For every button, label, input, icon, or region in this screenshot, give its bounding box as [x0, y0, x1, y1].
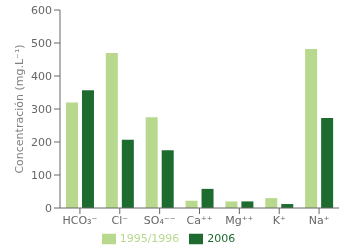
svg-text:Mg⁺⁺: Mg⁺⁺	[225, 214, 253, 227]
svg-text:Ca⁺⁺: Ca⁺⁺	[186, 214, 212, 227]
svg-text:Na⁺: Na⁺	[309, 214, 330, 227]
svg-text:Cl⁻: Cl⁻	[112, 214, 129, 227]
html-text:1995/1996: 1995/1996	[119, 232, 180, 245]
svg-text:SO₄⁻⁻: SO₄⁻⁻	[144, 214, 176, 227]
svg-text:100: 100	[31, 169, 52, 182]
svg-text:0: 0	[45, 202, 52, 215]
svg-text:400: 400	[31, 70, 52, 83]
svg-text:600: 600	[31, 4, 52, 17]
svg-text:200: 200	[31, 136, 52, 149]
svg-text:500: 500	[31, 37, 52, 50]
svg-text:300: 300	[31, 103, 52, 116]
svg-text:HCO₃⁻: HCO₃⁻	[63, 214, 98, 227]
svg-text:Concentración (mg.L⁻¹): Concentración (mg.L⁻¹)	[13, 44, 26, 173]
html-text:2006: 2006	[207, 232, 236, 245]
svg-text:K⁺: K⁺	[273, 214, 286, 227]
